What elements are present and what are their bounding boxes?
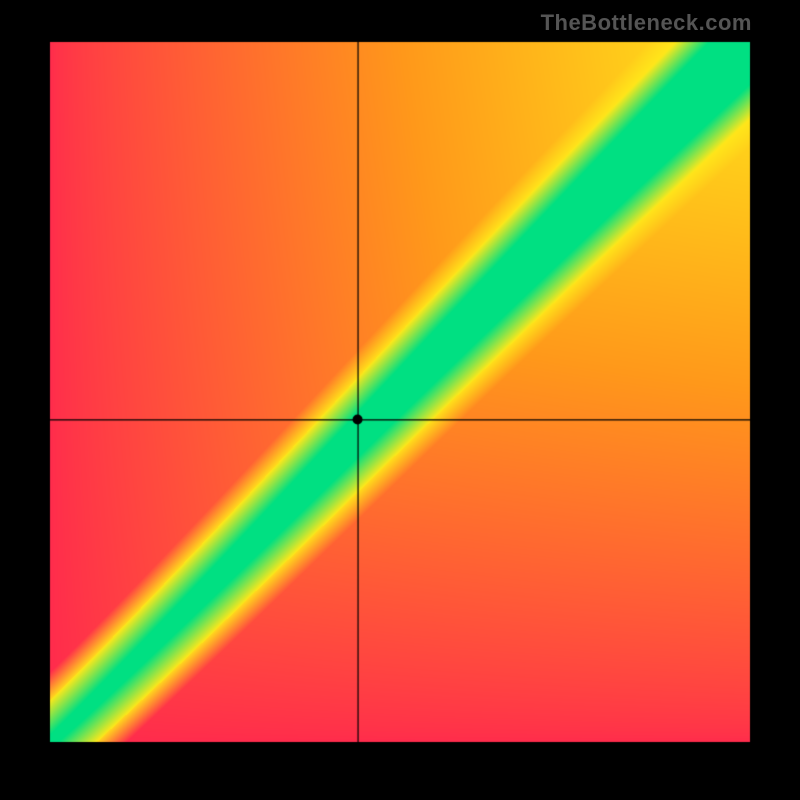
bottleneck-heatmap [0, 0, 800, 800]
watermark-label: TheBottleneck.com [541, 10, 752, 36]
chart-stage: TheBottleneck.com [0, 0, 800, 800]
